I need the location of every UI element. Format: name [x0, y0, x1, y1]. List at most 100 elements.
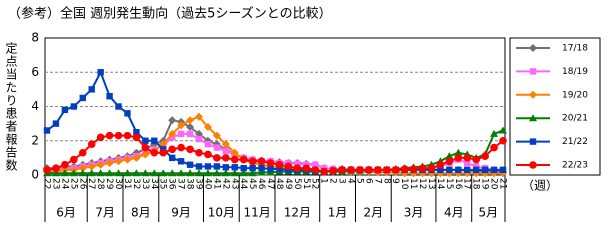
legend-label: 21/22 [562, 137, 588, 147]
x-tick-label: 8 [381, 178, 391, 184]
marker [338, 166, 346, 174]
x-tick-label: 50 [292, 178, 302, 190]
x-tick-label: 26 [77, 178, 87, 190]
marker [382, 166, 391, 174]
chart: （参考）全国 週別発生動向（過去5シーズンとの比較） （週） 024682223… [8, 6, 601, 222]
marker [151, 137, 158, 144]
month-label: 5月 [479, 206, 499, 220]
marker [529, 90, 537, 99]
month-label: 7月 [95, 206, 115, 220]
marker [195, 135, 203, 143]
month-label: 2月 [364, 206, 384, 220]
marker [490, 129, 499, 137]
marker [490, 166, 498, 174]
month-label: 3月 [404, 206, 424, 220]
marker [454, 148, 463, 156]
marker [222, 154, 230, 162]
marker [141, 143, 150, 152]
x-tick-label: 7 [372, 178, 382, 184]
marker [105, 169, 114, 177]
marker [123, 155, 132, 164]
y-tick-label: 4 [31, 99, 39, 113]
marker [141, 150, 150, 159]
marker [168, 169, 177, 177]
legend-label: 22/23 [562, 161, 588, 171]
x-tick-label: 13 [426, 178, 436, 189]
x-tick-label: 30 [113, 178, 123, 190]
marker [499, 136, 507, 145]
x-tick-label: 40 [202, 178, 212, 190]
month-label: 11月 [243, 206, 270, 220]
x-tick-label: 42 [220, 178, 230, 189]
marker [302, 164, 311, 172]
marker [391, 166, 400, 174]
x-tick-label: 12 [417, 178, 427, 189]
y-tick-label: 6 [31, 65, 39, 79]
marker [186, 116, 195, 125]
marker [186, 145, 194, 154]
marker [222, 164, 230, 171]
legend-label: 19/20 [562, 90, 588, 100]
x-tick-label: 24 [59, 178, 69, 190]
marker [356, 166, 364, 174]
marker [195, 163, 203, 170]
legend-box [509, 37, 601, 176]
marker [445, 157, 454, 166]
marker [177, 143, 185, 152]
month-label: 9月 [171, 206, 191, 220]
marker [267, 165, 274, 173]
chart-title: （参考）全国 週別発生動向（過去5シーズンとの比較） [8, 6, 332, 22]
marker [446, 166, 453, 174]
y-tick-label: 8 [31, 31, 39, 45]
x-tick-label: 37 [176, 178, 186, 189]
marker [311, 166, 320, 174]
x-tick-label: 32 [131, 178, 141, 189]
marker [159, 148, 168, 157]
marker [529, 138, 537, 145]
marker [436, 160, 445, 169]
marker [78, 148, 87, 157]
x-tick-label: 39 [194, 178, 204, 190]
marker [499, 126, 507, 134]
marker [78, 164, 87, 173]
marker [87, 140, 96, 148]
marker [177, 158, 185, 165]
marker [177, 121, 186, 130]
marker [106, 93, 113, 100]
marker [177, 130, 185, 138]
marker [61, 160, 69, 169]
marker [294, 160, 301, 168]
x-tick-label: 31 [122, 178, 132, 189]
x-tick-label: 3 [337, 178, 347, 184]
marker [400, 165, 409, 173]
marker [195, 112, 203, 121]
marker [455, 166, 462, 174]
marker [249, 164, 256, 172]
marker [141, 169, 150, 177]
marker [320, 167, 328, 176]
marker [231, 164, 238, 171]
month-label: 6月 [56, 206, 76, 220]
month-label: 4月 [444, 206, 464, 220]
x-tick-label: 36 [167, 178, 177, 190]
marker [257, 168, 266, 176]
x-tick-label: 41 [211, 178, 221, 189]
marker [222, 147, 230, 155]
marker [464, 159, 471, 167]
series-line [46, 69, 503, 173]
marker [114, 169, 123, 177]
x-tick-label: 44 [238, 178, 248, 190]
x-tick-label: 1 [319, 178, 329, 184]
x-tick-label: 38 [185, 178, 195, 190]
marker [87, 162, 96, 171]
marker [275, 160, 284, 169]
marker [239, 155, 248, 164]
x-tick-label: 15 [444, 178, 454, 189]
marker [52, 164, 60, 172]
x-tick-label: 20 [489, 178, 499, 190]
marker [481, 166, 489, 174]
marker [347, 166, 355, 174]
marker [230, 169, 239, 177]
marker [266, 159, 275, 167]
marker [124, 110, 131, 117]
